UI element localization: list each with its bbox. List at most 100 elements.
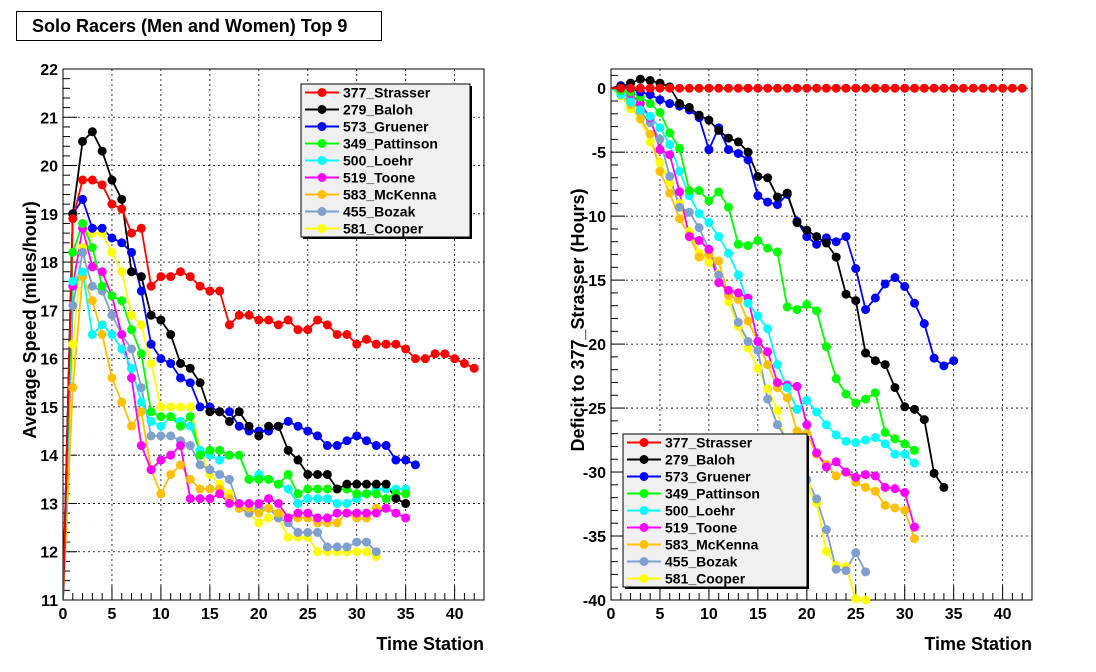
- data-point-581_Cooper: [68, 339, 78, 349]
- data-point-573_Gruener: [645, 90, 655, 100]
- data-point-583_McKenna: [127, 421, 137, 431]
- data-point-349_Pattinson: [851, 398, 861, 408]
- data-point-583_McKenna: [117, 397, 127, 407]
- data-point-349_Pattinson: [880, 427, 890, 437]
- data-point-279_Baloh: [675, 99, 685, 109]
- data-point-500_Loehr: [283, 484, 293, 494]
- data-point-349_Pattinson: [244, 474, 254, 484]
- x-tick-label: 0: [607, 606, 616, 623]
- data-point-377_Strasser: [821, 83, 831, 93]
- y-tick-label: 22: [40, 62, 58, 79]
- data-point-377_Strasser: [401, 344, 411, 354]
- page-title: Solo Racers (Men and Women) Top 9: [16, 11, 382, 41]
- data-point-519_Toone: [97, 267, 107, 277]
- data-point-581_Cooper: [117, 267, 127, 277]
- data-point-377_Strasser: [195, 281, 205, 291]
- data-point-519_Toone: [381, 503, 391, 513]
- data-point-500_Loehr: [792, 404, 802, 414]
- data-point-500_Loehr: [743, 298, 753, 308]
- data-point-349_Pattinson: [381, 494, 391, 504]
- data-point-279_Baloh: [127, 267, 137, 277]
- data-point-377_Strasser: [675, 83, 685, 93]
- data-point-377_Strasser: [430, 349, 440, 359]
- legend-marker: [639, 489, 649, 498]
- y-tick-label: 12: [40, 545, 58, 562]
- data-point-349_Pattinson: [733, 239, 743, 249]
- data-point-377_Strasser: [146, 281, 156, 291]
- data-point-519_Toone: [772, 377, 782, 387]
- data-point-500_Loehr: [655, 123, 665, 133]
- data-point-279_Baloh: [185, 363, 195, 373]
- data-point-455_Bozak: [205, 465, 215, 475]
- data-point-500_Loehr: [78, 267, 88, 277]
- data-point-573_Gruener: [127, 247, 137, 257]
- data-point-455_Bozak: [851, 548, 861, 558]
- data-point-500_Loehr: [293, 498, 303, 508]
- legend-marker: [639, 472, 649, 481]
- data-point-349_Pattinson: [861, 394, 871, 404]
- data-point-455_Bozak: [215, 469, 225, 479]
- data-point-583_McKenna: [264, 503, 274, 513]
- data-point-279_Baloh: [283, 445, 293, 455]
- data-point-377_Strasser: [127, 228, 137, 238]
- legend-marker: [639, 506, 649, 515]
- legend-marker: [317, 122, 327, 131]
- data-point-377_Strasser: [175, 267, 185, 277]
- data-point-279_Baloh: [342, 479, 352, 489]
- data-point-377_Strasser: [215, 286, 225, 296]
- data-point-519_Toone: [175, 441, 185, 451]
- deficit-chart: 0 5 10 15 20 25 30 35 40 -40 -35 -30 -25 -20 -15 -10 -5 0…: [568, 68, 1033, 654]
- data-point-279_Baloh: [146, 310, 156, 320]
- data-point-279_Baloh: [254, 431, 264, 441]
- y-tick-label: 20: [40, 159, 58, 176]
- data-point-377_Strasser: [929, 83, 939, 93]
- data-point-573_Gruener: [175, 373, 185, 383]
- data-point-377_Strasser: [107, 199, 117, 209]
- data-point-455_Bozak: [812, 494, 822, 504]
- data-point-573_Gruener: [919, 319, 929, 329]
- data-point-377_Strasser: [469, 363, 479, 373]
- data-point-349_Pattinson: [870, 388, 880, 398]
- data-point-455_Bozak: [733, 317, 743, 327]
- data-point-349_Pattinson: [68, 247, 78, 257]
- data-point-377_Strasser: [185, 272, 195, 282]
- y-tick-label: 16: [40, 352, 58, 369]
- data-point-573_Gruener: [890, 273, 900, 283]
- data-point-377_Strasser: [391, 339, 401, 349]
- series-group: [611, 74, 1027, 605]
- data-point-279_Baloh: [293, 455, 303, 465]
- legend-label: 581_Cooper: [343, 221, 424, 237]
- data-point-377_Strasser: [440, 349, 450, 359]
- data-point-377_Strasser: [78, 175, 88, 185]
- data-point-279_Baloh: [166, 330, 176, 339]
- data-point-349_Pattinson: [694, 186, 704, 196]
- legend-marker: [317, 173, 327, 182]
- data-point-500_Loehr: [665, 139, 675, 149]
- data-point-377_Strasser: [665, 83, 675, 93]
- data-point-377_Strasser: [861, 83, 871, 93]
- data-point-573_Gruener: [391, 455, 401, 465]
- data-point-377_Strasser: [459, 358, 469, 368]
- data-point-349_Pattinson: [802, 299, 812, 309]
- data-point-279_Baloh: [929, 468, 939, 478]
- data-point-279_Baloh: [97, 146, 107, 156]
- data-point-377_Strasser: [949, 83, 959, 93]
- y-tick-label: -5: [592, 145, 606, 162]
- data-point-583_McKenna: [763, 360, 773, 370]
- data-point-573_Gruener: [880, 279, 890, 289]
- data-point-573_Gruener: [381, 441, 391, 451]
- data-point-349_Pattinson: [655, 108, 665, 118]
- data-point-500_Loehr: [763, 324, 773, 334]
- legend-marker: [317, 190, 327, 199]
- data-point-581_Cooper: [352, 547, 362, 557]
- data-point-519_Toone: [684, 232, 694, 242]
- data-point-583_McKenna: [87, 296, 97, 306]
- y-tick-label: 15: [40, 400, 58, 417]
- data-point-279_Baloh: [870, 356, 880, 366]
- data-point-573_Gruener: [949, 356, 959, 366]
- data-point-573_Gruener: [136, 286, 146, 296]
- data-point-581_Cooper: [763, 384, 773, 394]
- data-point-349_Pattinson: [401, 489, 411, 499]
- data-point-519_Toone: [391, 508, 401, 518]
